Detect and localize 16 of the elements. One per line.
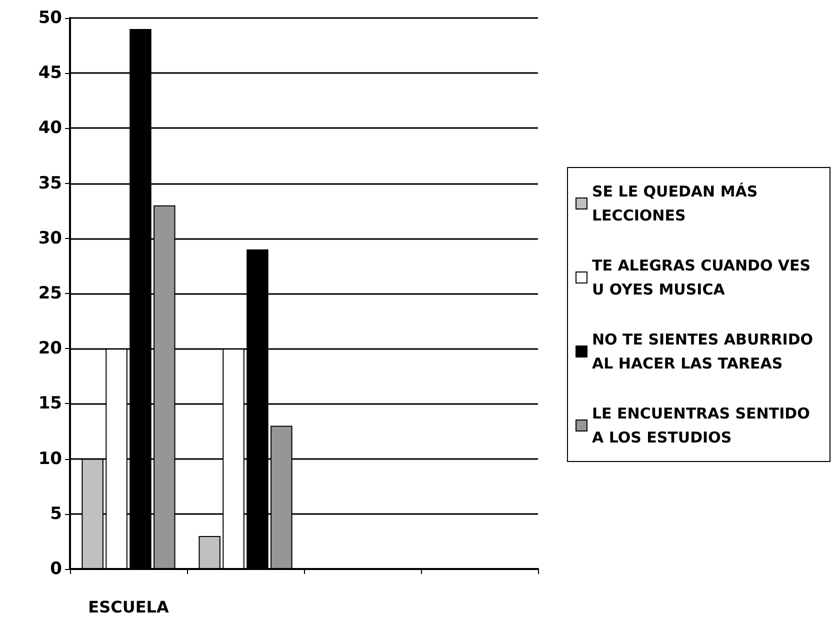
y-tick-label: 10 [38,448,62,469]
y-tick-label: 50 [38,8,62,28]
y-tick-label: 15 [38,394,62,414]
y-tick-label: 40 [38,118,62,138]
y-tick-label: 20 [38,338,62,359]
y-tick-label: 30 [38,228,62,248]
legend-label: LE ENCUENTRAS SENTIDO A LOS ESTUDIOS [592,404,816,446]
legend-label: SE LE QUEDAN MÁS LECCIONES [592,182,763,224]
legend-label: NO TE SIENTES ABURRIDO AL HACER LAS TAREAS [592,330,818,372]
y-tick-label: 5 [50,504,62,524]
x-tick-label: ESCUELA [88,598,170,616]
y-tick-label: 45 [38,63,62,84]
y-tick-label: 25 [38,284,62,304]
y-tick-label: 0 [50,559,62,579]
legend-label: TE ALEGRAS CUANDO VES U OYES MUSICA [592,256,816,298]
y-tick-label: 35 [38,173,62,194]
